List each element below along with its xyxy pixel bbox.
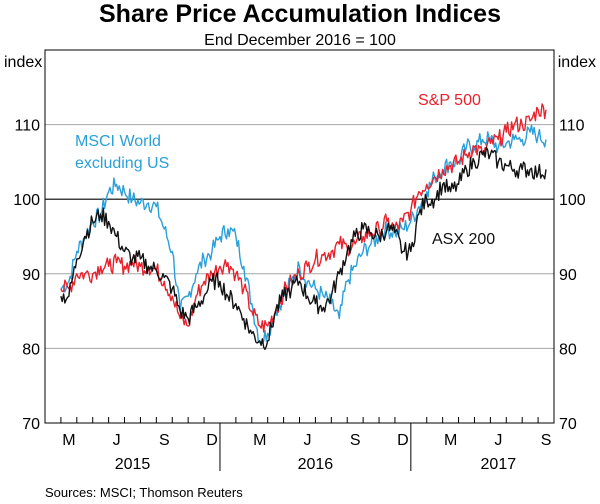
series-line-s-p-500 <box>60 103 547 333</box>
y-tick-left-100: 100 <box>13 192 40 209</box>
x-month-label: S <box>159 432 170 449</box>
x-year-label-2015: 2015 <box>115 456 151 473</box>
x-month-label: M <box>444 432 457 449</box>
right-axis-unit: index <box>558 54 596 71</box>
x-month-label: D <box>206 432 218 449</box>
chart-title: Share Price Accumulation Indices <box>99 0 501 28</box>
chart-subtitle: End December 2016 = 100 <box>204 32 396 49</box>
y-tick-right-80: 80 <box>559 341 577 358</box>
x-month-label: J <box>303 432 311 449</box>
left-axis-unit: index <box>4 54 42 71</box>
source-note: Sources: MSCI; Thomson Reuters <box>45 485 243 500</box>
x-year-label-2017: 2017 <box>481 456 517 473</box>
series-lines <box>60 103 547 351</box>
x-month-label: J <box>494 432 502 449</box>
series-label-sp500: S&P 500 <box>418 92 481 109</box>
x-axis: M J S D M J S D M J S 2015 2016 2017 <box>60 417 552 473</box>
y-tick-left-70: 70 <box>22 416 40 433</box>
series-label-msci-line2: excluding US <box>75 155 169 172</box>
x-month-label: S <box>350 432 361 449</box>
x-month-label: M <box>62 432 75 449</box>
y-tick-right-70: 70 <box>559 416 577 433</box>
x-month-label: D <box>397 432 409 449</box>
y-axis: 70 70 80 80 90 90 100 100 110 110 <box>13 118 586 433</box>
series-label-asx200: ASX 200 <box>432 231 495 248</box>
x-month-label: S <box>541 432 552 449</box>
series-line-asx-200 <box>60 146 547 351</box>
x-year-label-2016: 2016 <box>298 456 334 473</box>
x-month-label: M <box>253 432 266 449</box>
y-tick-right-110: 110 <box>559 118 585 135</box>
y-tick-right-90: 90 <box>559 267 577 284</box>
y-tick-left-90: 90 <box>22 267 40 284</box>
y-tick-right-100: 100 <box>559 192 586 209</box>
y-tick-left-80: 80 <box>22 341 40 358</box>
gridlines <box>45 124 554 349</box>
y-tick-left-110: 110 <box>14 118 40 135</box>
series-label-msci-line1: MSCI World <box>75 133 161 150</box>
x-month-label: J <box>113 432 121 449</box>
